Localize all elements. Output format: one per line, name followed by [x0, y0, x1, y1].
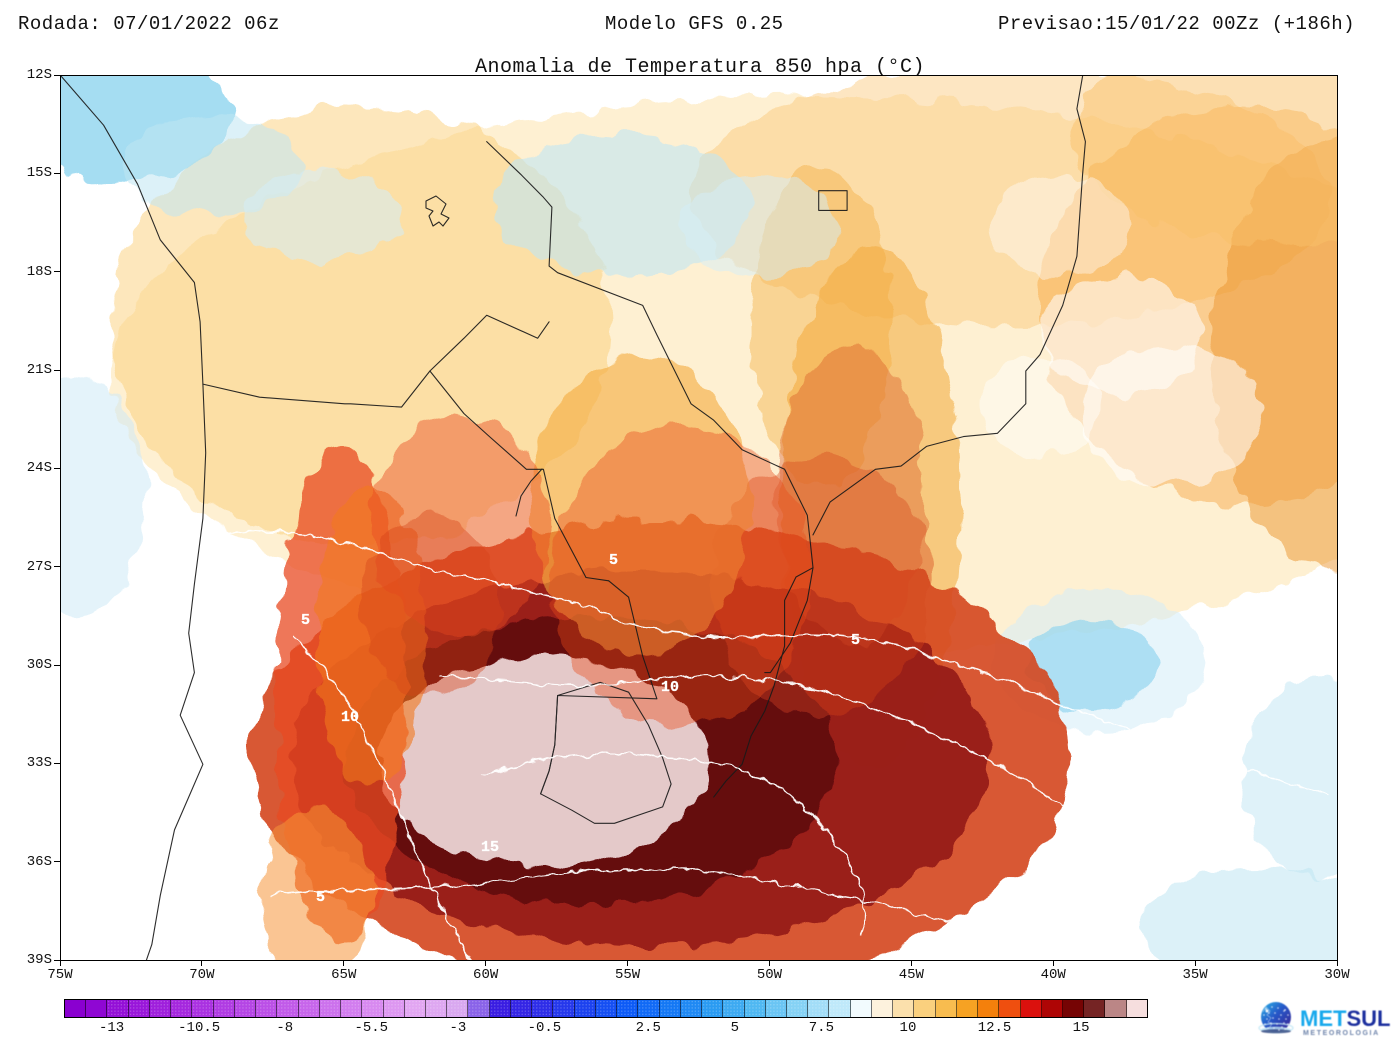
svg-text:5: 5	[609, 552, 618, 569]
svg-text:METEOROLOGIA: METEOROLOGIA	[1303, 1030, 1380, 1037]
svg-text:5: 5	[301, 612, 310, 629]
svg-text:METSUL: METSUL	[1300, 1006, 1390, 1031]
svg-text:10: 10	[661, 679, 679, 696]
svg-text:5: 5	[851, 632, 860, 649]
svg-text:15: 15	[481, 839, 499, 856]
svg-text:10: 10	[341, 709, 359, 726]
svg-text:5: 5	[316, 889, 325, 906]
